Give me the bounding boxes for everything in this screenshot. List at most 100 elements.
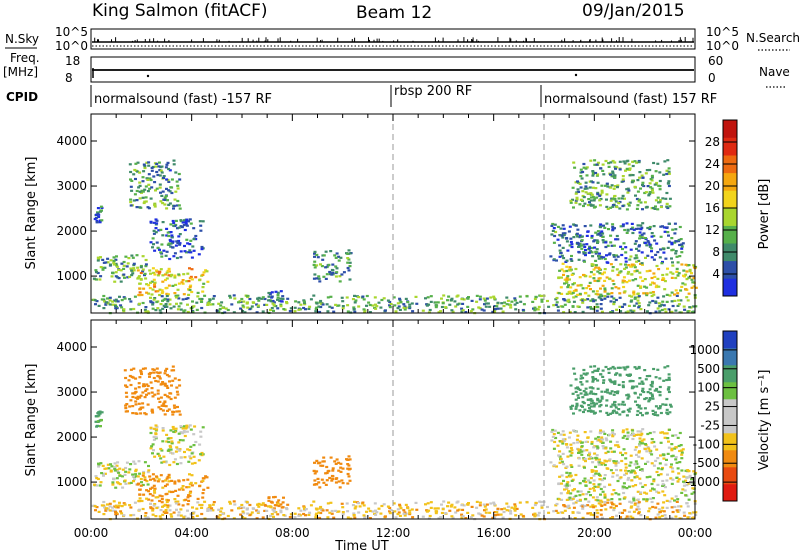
heatmap-cell bbox=[600, 298, 604, 301]
heatmap-cell bbox=[653, 389, 657, 392]
heatmap-cell bbox=[171, 219, 175, 223]
heatmap-cell bbox=[186, 448, 190, 451]
heatmap-cell bbox=[425, 303, 429, 306]
heatmap-cell bbox=[589, 199, 593, 202]
heatmap-cell bbox=[421, 515, 425, 518]
heatmap-cell bbox=[122, 308, 126, 311]
heatmap-cell bbox=[589, 224, 593, 227]
heatmap-cell bbox=[646, 391, 650, 394]
heatmap-cell bbox=[94, 303, 97, 306]
colorbar-segment bbox=[723, 467, 737, 485]
heatmap-cell bbox=[595, 303, 599, 306]
heatmap-cell bbox=[602, 173, 606, 176]
heatmap-cell bbox=[165, 250, 169, 253]
heatmap-cell bbox=[165, 286, 169, 289]
colorbar-tick-label: 4 bbox=[712, 267, 720, 281]
heatmap-cell bbox=[587, 294, 591, 297]
heatmap-cell bbox=[165, 395, 169, 398]
heatmap-cell bbox=[606, 295, 610, 298]
heatmap-cell bbox=[320, 478, 324, 481]
heatmap-cell bbox=[589, 288, 592, 291]
heatmap-cell bbox=[326, 310, 330, 313]
heatmap-cell bbox=[624, 260, 628, 263]
heatmap-cell bbox=[144, 389, 148, 392]
heatmap-cell bbox=[194, 234, 198, 238]
heatmap-cell bbox=[145, 161, 149, 164]
heatmap-cell bbox=[596, 367, 600, 370]
heatmap-cell bbox=[625, 394, 629, 397]
heatmap-cell bbox=[513, 505, 517, 508]
y-tick-label: 2000 bbox=[56, 224, 87, 238]
nsearch-label: N.Search bbox=[746, 31, 800, 45]
heatmap-cell bbox=[591, 377, 595, 380]
colorbar-tick-label: -500 bbox=[693, 456, 720, 470]
heatmap-cell bbox=[662, 295, 666, 298]
heatmap-cell bbox=[162, 455, 166, 458]
heatmap-cell bbox=[656, 368, 660, 371]
heatmap-cell bbox=[630, 181, 634, 184]
heatmap-cell bbox=[319, 505, 323, 509]
heatmap-cell bbox=[661, 273, 665, 277]
heatmap-cell bbox=[626, 202, 630, 205]
heatmap-cell bbox=[611, 225, 615, 228]
heatmap-cell bbox=[242, 300, 246, 303]
heatmap-cell bbox=[609, 263, 613, 266]
heatmap-cell bbox=[593, 369, 597, 372]
heatmap-cell bbox=[464, 517, 468, 520]
heatmap-cell bbox=[166, 409, 169, 412]
heatmap-cell bbox=[601, 490, 605, 493]
heatmap-cell bbox=[190, 290, 194, 294]
heatmap-cell bbox=[347, 464, 351, 467]
heatmap-cell bbox=[167, 490, 171, 493]
heatmap-cell bbox=[636, 190, 640, 193]
heatmap-cell bbox=[684, 288, 688, 291]
heatmap-cell bbox=[302, 299, 306, 302]
heatmap-cell bbox=[129, 463, 133, 466]
heatmap-cell bbox=[166, 269, 170, 273]
heatmap-cell bbox=[335, 458, 339, 461]
heatmap-cell bbox=[597, 296, 601, 299]
heatmap-cell bbox=[539, 500, 543, 504]
heatmap-cell bbox=[557, 292, 561, 295]
heatmap-cell bbox=[690, 492, 694, 495]
heatmap-cell bbox=[619, 225, 623, 228]
heatmap-cell bbox=[670, 447, 674, 450]
heatmap-cell bbox=[615, 308, 619, 311]
heatmap-cell bbox=[134, 412, 138, 415]
heatmap-cell bbox=[616, 392, 619, 395]
heatmap-cell bbox=[150, 391, 154, 394]
heatmap-cell bbox=[570, 243, 574, 246]
heatmap-cell bbox=[493, 511, 497, 514]
heatmap-cell bbox=[428, 514, 432, 518]
heatmap-cell bbox=[612, 506, 616, 510]
heatmap-cell bbox=[439, 516, 443, 519]
heatmap-cell bbox=[143, 476, 147, 479]
heatmap-cell bbox=[648, 243, 652, 246]
heatmap-cell bbox=[157, 272, 161, 275]
heatmap-cell bbox=[624, 472, 628, 475]
heatmap-cell bbox=[137, 386, 141, 389]
heatmap-cell bbox=[665, 458, 668, 461]
heatmap-cell bbox=[462, 504, 466, 507]
heatmap-cell bbox=[589, 204, 593, 207]
heatmap-cell bbox=[448, 303, 452, 306]
heatmap-cell bbox=[627, 510, 631, 513]
heatmap-cell bbox=[152, 477, 156, 480]
heatmap-cell bbox=[590, 440, 594, 444]
heatmap-cell bbox=[666, 437, 670, 440]
heatmap-cell bbox=[189, 445, 193, 448]
heatmap-cell bbox=[186, 503, 190, 506]
heatmap-cell bbox=[160, 461, 164, 464]
heatmap-cell bbox=[584, 274, 588, 278]
heatmap-cell bbox=[232, 294, 236, 297]
heatmap-cell bbox=[665, 172, 669, 176]
heatmap-cell bbox=[480, 514, 484, 517]
heatmap-cell bbox=[187, 251, 191, 254]
heatmap-cell bbox=[582, 273, 585, 277]
heatmap-cell bbox=[677, 505, 681, 508]
heatmap-cell bbox=[593, 403, 597, 406]
heatmap-cell bbox=[121, 486, 125, 489]
heatmap-cell bbox=[142, 472, 146, 475]
heatmap-cell bbox=[160, 449, 164, 452]
heatmap-cell bbox=[347, 249, 351, 252]
